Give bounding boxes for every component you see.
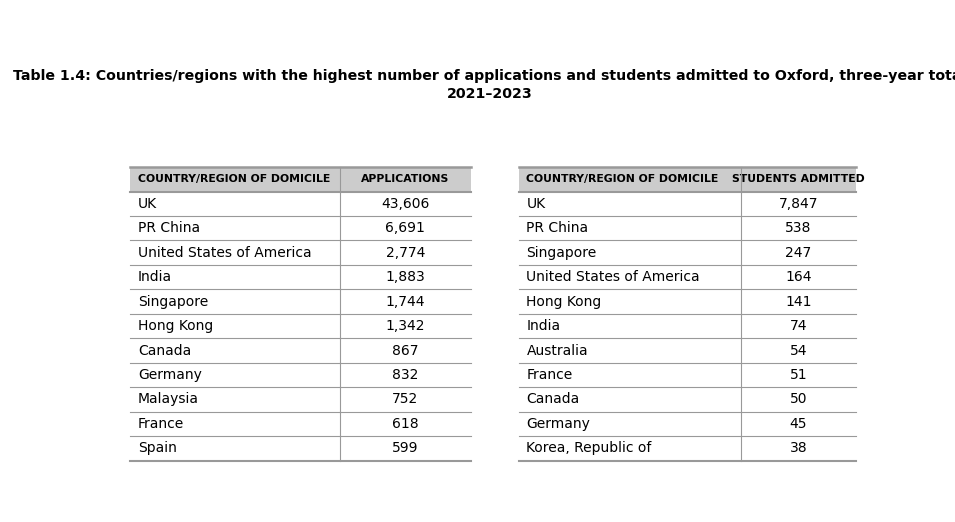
Text: UK: UK (526, 197, 545, 211)
Text: United States of America: United States of America (138, 246, 311, 260)
Text: India: India (526, 319, 561, 333)
Text: 54: 54 (790, 343, 807, 358)
Text: 43,606: 43,606 (381, 197, 430, 211)
Bar (520, 192, 856, 216)
Bar (520, 314, 856, 338)
Text: COUNTRY/REGION OF DOMICILE: COUNTRY/REGION OF DOMICILE (138, 174, 330, 184)
Text: Singapore: Singapore (526, 246, 597, 260)
Text: PR China: PR China (138, 221, 200, 235)
Text: 1,883: 1,883 (386, 270, 425, 284)
Text: Korea, Republic of: Korea, Republic of (526, 441, 652, 455)
Text: 51: 51 (790, 368, 807, 382)
Text: 38: 38 (790, 441, 807, 455)
Bar (520, 241, 856, 265)
Text: 247: 247 (785, 246, 812, 260)
Bar (131, 436, 471, 460)
Text: 2,774: 2,774 (386, 246, 425, 260)
Text: Germany: Germany (138, 368, 202, 382)
Text: STUDENTS ADMITTED: STUDENTS ADMITTED (732, 174, 865, 184)
Text: 164: 164 (785, 270, 812, 284)
Text: 7,847: 7,847 (778, 197, 818, 211)
Bar (131, 289, 471, 314)
Text: 752: 752 (393, 393, 418, 407)
Text: India: India (138, 270, 172, 284)
Text: Hong Kong: Hong Kong (526, 294, 602, 309)
Text: United States of America: United States of America (526, 270, 700, 284)
Text: APPLICATIONS: APPLICATIONS (361, 174, 450, 184)
Text: France: France (138, 417, 184, 431)
Bar (520, 216, 856, 241)
Text: 74: 74 (790, 319, 807, 333)
Text: 599: 599 (393, 441, 418, 455)
Bar (131, 265, 471, 289)
Bar (520, 363, 856, 387)
Bar (131, 363, 471, 387)
Text: PR China: PR China (526, 221, 588, 235)
Text: 832: 832 (393, 368, 418, 382)
Text: 618: 618 (393, 417, 418, 431)
Bar (520, 265, 856, 289)
Bar (131, 387, 471, 412)
Text: Malaysia: Malaysia (138, 393, 199, 407)
Bar (131, 338, 471, 363)
Text: 867: 867 (393, 343, 418, 358)
Text: 538: 538 (785, 221, 812, 235)
Bar (131, 167, 471, 192)
Bar (520, 338, 856, 363)
Text: Spain: Spain (138, 441, 177, 455)
Bar (520, 289, 856, 314)
Text: Singapore: Singapore (138, 294, 208, 309)
Text: Table 1.4: Countries/regions with the highest number of applications and student: Table 1.4: Countries/regions with the hi… (12, 69, 955, 101)
Text: Canada: Canada (138, 343, 191, 358)
Text: Australia: Australia (526, 343, 588, 358)
Text: France: France (526, 368, 573, 382)
Text: 6,691: 6,691 (386, 221, 425, 235)
Bar (131, 192, 471, 216)
Text: 50: 50 (790, 393, 807, 407)
Text: 1,744: 1,744 (386, 294, 425, 309)
Text: Germany: Germany (526, 417, 590, 431)
Bar (131, 314, 471, 338)
Bar (131, 241, 471, 265)
Text: 141: 141 (785, 294, 812, 309)
Text: COUNTRY/REGION OF DOMICILE: COUNTRY/REGION OF DOMICILE (526, 174, 719, 184)
Bar (520, 387, 856, 412)
Bar (520, 167, 856, 192)
Text: Hong Kong: Hong Kong (138, 319, 213, 333)
Bar (520, 436, 856, 460)
Text: Canada: Canada (526, 393, 580, 407)
Text: 45: 45 (790, 417, 807, 431)
Bar (520, 412, 856, 436)
Bar (131, 216, 471, 241)
Text: UK: UK (138, 197, 157, 211)
Bar (131, 412, 471, 436)
Text: 1,342: 1,342 (386, 319, 425, 333)
